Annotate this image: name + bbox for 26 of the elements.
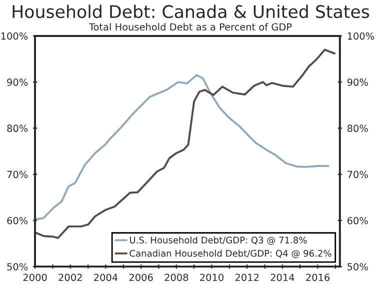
y-tick-label: 100% <box>1 32 28 40</box>
y2-tick-label: 50% <box>348 263 368 270</box>
x-tick-label: 2002 <box>58 274 82 282</box>
chart-title: Household Debt: Canada & United States <box>12 4 370 18</box>
x-tick-label: 2016 <box>306 274 330 282</box>
x-tick-label: 2008 <box>164 274 188 282</box>
y-tick-label: 70% <box>7 170 28 178</box>
y-tick-label: 90% <box>7 78 28 86</box>
x-tick-label: 2004 <box>94 274 118 282</box>
line-series <box>35 74 330 221</box>
x-tick-label: 2010 <box>200 274 224 282</box>
y-tick-label: 60% <box>7 216 28 224</box>
y-tick-label: 80% <box>7 124 28 132</box>
chart-subtitle: Total Household Debt as a Percent of GDP <box>88 23 292 31</box>
y2-tick-label: 80% <box>347 124 368 132</box>
legend-label: U.S. Household Debt/GDP: Q3 @ 71.8% <box>130 236 307 245</box>
x-tick-label: 2006 <box>129 274 153 282</box>
x-tick-label: 2012 <box>235 274 258 282</box>
x-tick-label: 2014 <box>270 274 294 282</box>
y2-tick-label: 70% <box>348 170 368 178</box>
x-tick-label: 2000 <box>23 274 47 282</box>
y-tick-label: 50% <box>7 263 28 270</box>
y2-tick-label: 60% <box>347 216 368 224</box>
y2-tick-label: 90% <box>347 78 368 86</box>
legend-label: Canadian Household Debt/GDP: Q4 @ 96.2% <box>130 250 332 258</box>
y2-tick-label: 100% <box>348 32 374 40</box>
